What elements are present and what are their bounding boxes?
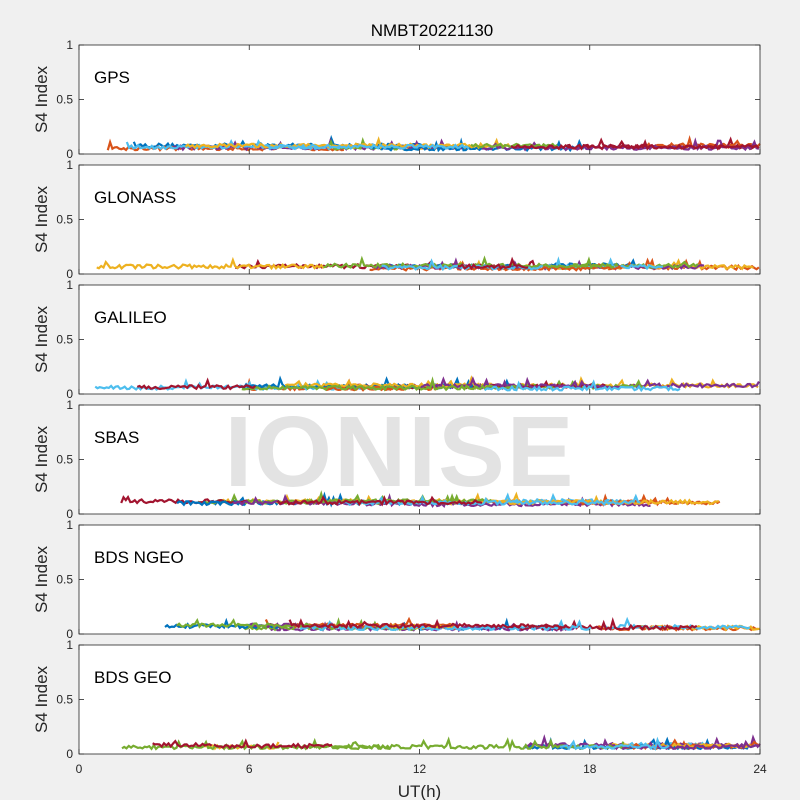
series-trace [510, 139, 760, 151]
y-tick-label: 0 [66, 627, 73, 641]
x-tick-label: 24 [753, 762, 767, 776]
panel-sbas: 0 0.5 1 S4 Index SBAS [32, 398, 761, 521]
y-tick-label: 0 [66, 147, 73, 161]
panel-glonass: 0 0.5 1 S4 Index GLONASS [32, 158, 761, 281]
panel-label: GALILEO [94, 308, 167, 327]
series-trace [601, 616, 751, 630]
series-trace [457, 256, 529, 271]
series-trace [266, 143, 470, 151]
series-trace [628, 378, 760, 389]
series-trace [299, 618, 592, 632]
axes-background [79, 45, 760, 154]
series-trace [213, 738, 333, 750]
panel-label: BDS NGEO [94, 548, 184, 567]
axes-background [79, 525, 760, 634]
axes-background [79, 405, 760, 514]
y-axis-label: S4 Index [32, 305, 51, 373]
series-trace [288, 618, 568, 630]
x-tick-label: 18 [583, 762, 597, 776]
y-tick-label: 1 [66, 158, 73, 172]
series-trace [470, 142, 558, 150]
panel-label: GPS [94, 68, 130, 87]
y-tick-label: 0 [66, 267, 73, 281]
series-trace [96, 256, 325, 271]
y-tick-label: 0.5 [56, 573, 73, 587]
x-tick-label: 0 [76, 762, 83, 776]
series-trace [241, 376, 522, 392]
axes-background [79, 165, 760, 274]
y-tick-label: 0 [66, 507, 73, 521]
y-tick-label: 1 [66, 278, 73, 292]
y-tick-label: 0.5 [56, 93, 73, 107]
panel-label: SBAS [94, 428, 139, 447]
series-trace [136, 377, 257, 391]
y-tick-label: 1 [66, 518, 73, 532]
series-trace [559, 736, 670, 751]
y-axis-label: S4 Index [32, 185, 51, 253]
panel-label: BDS GEO [94, 668, 171, 687]
x-axis-label: UT(h) [398, 782, 441, 800]
panel-gps: 0 0.5 1 S4 Index GPS [32, 38, 761, 161]
series-trace [284, 375, 492, 389]
y-tick-label: 0.5 [56, 213, 73, 227]
y-axis-label: S4 Index [32, 665, 51, 733]
series-trace [597, 737, 760, 751]
panel-bds-geo: 0 0.5 1 0 6 12 18 24 S4 Index BDS GEO UT(h) [32, 638, 767, 800]
x-tick-label: 6 [246, 762, 253, 776]
panel-bds-ngeo: 0 0.5 1 S4 Index BDS NGEO [32, 518, 761, 641]
chart-title: NMBT20221130 [371, 21, 494, 40]
y-tick-label: 0.5 [56, 693, 73, 707]
y-tick-label: 1 [66, 398, 73, 412]
series-trace [483, 379, 681, 393]
y-tick-label: 0.5 [56, 333, 73, 347]
axes-background [79, 285, 760, 394]
series-trace [276, 495, 483, 507]
y-tick-label: 0 [66, 747, 73, 761]
y-tick-label: 1 [66, 38, 73, 52]
panel-galileo: 0 0.5 1 S4 Index GALILEO [32, 278, 761, 401]
y-axis-label: S4 Index [32, 425, 51, 493]
y-tick-label: 1 [66, 638, 73, 652]
series-trace [152, 739, 213, 749]
axes-background [79, 645, 760, 754]
y-axis-label: S4 Index [32, 65, 51, 133]
x-tick-label: 12 [413, 762, 427, 776]
panel-label: GLONASS [94, 188, 176, 207]
y-tick-label: 0 [66, 387, 73, 401]
y-axis-label: S4 Index [32, 545, 51, 613]
y-tick-label: 0.5 [56, 453, 73, 467]
